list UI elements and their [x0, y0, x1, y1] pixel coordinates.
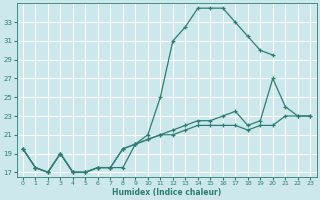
X-axis label: Humidex (Indice chaleur): Humidex (Indice chaleur) — [112, 188, 221, 197]
